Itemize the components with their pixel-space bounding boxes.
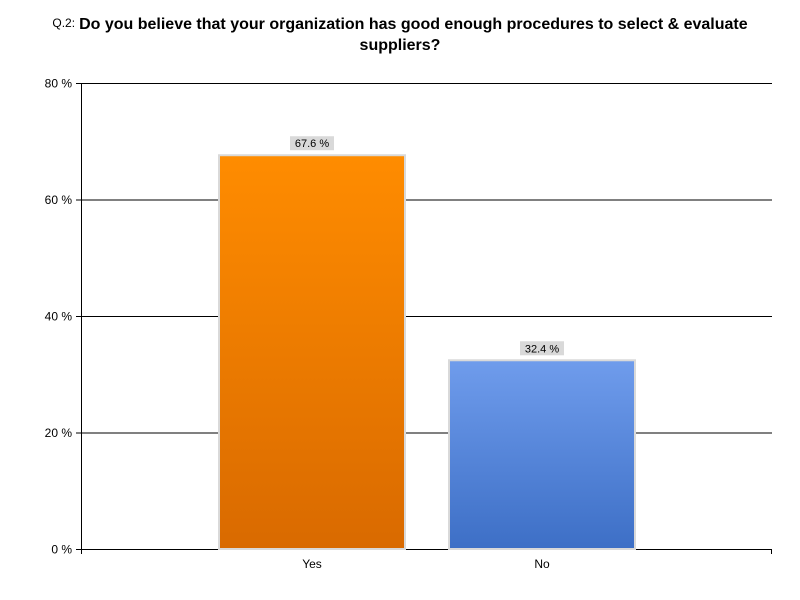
- y-tick-label: 0 %: [51, 543, 72, 557]
- bars: [218, 154, 636, 550]
- data-label-bg: [290, 136, 334, 151]
- data-label: 67.6 %: [295, 138, 329, 150]
- labels: 0 % 20 % 40 % 60 % 80 % 67.6 % Yes 32.4 % No: [45, 77, 564, 571]
- question-text-line1: Do you believe that your organization ha…: [79, 16, 748, 33]
- data-label-bg: [520, 341, 564, 356]
- question-text-line2: suppliers?: [359, 37, 441, 54]
- y-tick-label: 40 %: [45, 310, 73, 324]
- bar-no: [448, 359, 636, 550]
- x-tick-label: No: [534, 557, 550, 571]
- y-tick-label: 60 %: [45, 193, 73, 207]
- question-number: Q.2:: [52, 16, 76, 30]
- x-tick-label: Yes: [302, 557, 322, 571]
- y-tick-label: 20 %: [45, 426, 73, 440]
- axes: [76, 83, 772, 554]
- data-label: 32.4 %: [525, 343, 559, 355]
- bar-yes: [218, 154, 406, 550]
- gridlines: [81, 83, 772, 550]
- chart-title: Q.2: Do you believe that your organizatio…: [0, 14, 800, 56]
- y-tick-label: 80 %: [45, 77, 73, 91]
